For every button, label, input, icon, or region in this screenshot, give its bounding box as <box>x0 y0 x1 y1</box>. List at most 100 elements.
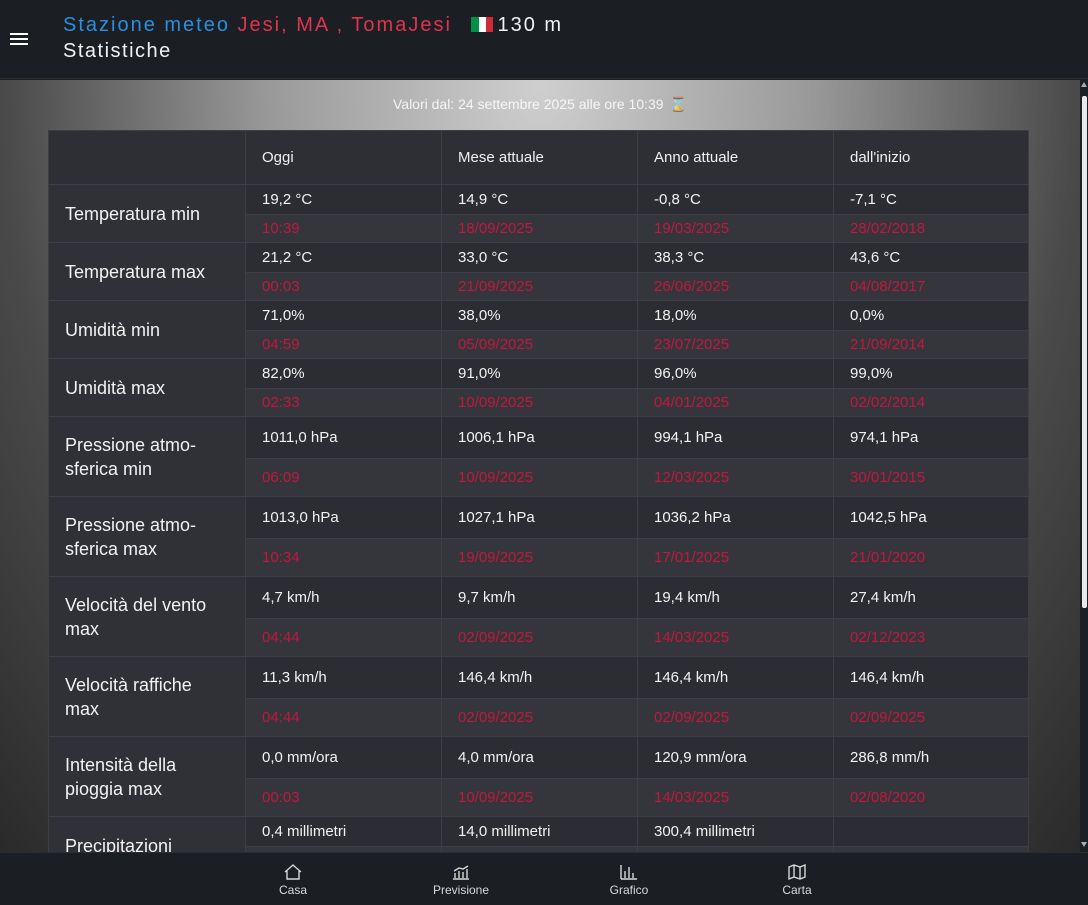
stat-date: 02/09/2025 <box>637 698 834 737</box>
since-info: Valori dal: 24 settembre 2025 alle ore 1… <box>0 96 1080 113</box>
stat-value: 38,3 °C <box>637 242 834 273</box>
row-label: Velocità raffiche max <box>48 656 246 737</box>
stat-value: 1013,0 hPa <box>245 496 442 539</box>
column-header: Anno attuale <box>637 130 834 185</box>
stat-date: 23/07/2025 <box>637 330 834 359</box>
stat-value: 14,9 °C <box>441 184 638 215</box>
stat-value: 0,0% <box>833 300 1029 331</box>
stat-date: 02:33 <box>245 388 442 417</box>
table-row-date: 04:44 02/09/2025 14/03/2025 02/12/2023 <box>49 618 1029 657</box>
stat-value: 146,4 km/h <box>637 656 834 699</box>
menu-icon[interactable] <box>8 28 32 52</box>
stat-value: 38,0% <box>441 300 638 331</box>
table-row: Intensità della pioggia max 0,0 mm/ora 4,0… <box>48 736 1029 817</box>
stat-date: 14/03/2025 <box>637 618 834 657</box>
stat-date: 02/09/2025 <box>441 698 638 737</box>
row-label: Pressione atmo-sferica min <box>48 416 246 497</box>
table-row-date: 04:44 02/09/2025 02/09/2025 02/09/2025 <box>49 698 1029 737</box>
stat-date: 02/09/2025 <box>833 698 1029 737</box>
column-header: Oggi <box>245 130 442 185</box>
stat-value: 146,4 km/h <box>833 656 1029 699</box>
stat-date: 00:03 <box>245 272 442 301</box>
stat-date: 12/03/2025 <box>637 458 834 497</box>
stat-value: 1036,2 hPa <box>637 496 834 539</box>
table-row: Umidità max 82,0% 91,0% 96,0% 99,0% <box>48 358 1029 417</box>
stat-value: 91,0% <box>441 358 638 389</box>
title-prefix: Stazione meteo <box>63 14 230 36</box>
stat-value: 33,0 °C <box>441 242 638 273</box>
stat-value: 120,9 mm/ora <box>637 736 834 779</box>
row-label: Umidità min <box>48 300 246 359</box>
stat-date: 19/03/2025 <box>637 214 834 243</box>
stat-date: 04:44 <box>245 698 442 737</box>
italy-flag-icon <box>471 15 494 32</box>
table-row-date: 10:34 19/09/2025 17/01/2025 21/01/2020 <box>49 538 1029 577</box>
table-row: Pressione atmo-sferica min 1011,0 hPa 1006… <box>48 416 1029 497</box>
stat-value: -0,8 °C <box>637 184 834 215</box>
stat-date: 30/01/2015 <box>833 458 1029 497</box>
home-icon <box>284 864 302 880</box>
stat-date: 10:34 <box>245 538 442 577</box>
since-text: Valori dal: 24 settembre 2025 alle ore 1… <box>392 96 664 112</box>
stat-date: 18/09/2025 <box>441 214 638 243</box>
row-label: Temperatura max <box>48 242 246 301</box>
stat-value: 27,4 km/h <box>833 576 1029 619</box>
table-row: Velocità del vento max 4,7 km/h 9,7 km/h 19… <box>48 576 1029 657</box>
stat-value: 71,0% <box>245 300 442 331</box>
stat-date: 04/01/2025 <box>637 388 834 417</box>
chart-icon <box>620 865 637 880</box>
stat-value: 300,4 millimetri <box>637 816 834 847</box>
row-label: Pressione atmo-sferica max <box>48 496 246 577</box>
stat-value: 146,4 km/h <box>441 656 638 699</box>
nav-label: Previsione <box>432 883 490 897</box>
table-row: Precipitazioni 0,4 millimetri 14,0 millime… <box>48 816 1029 875</box>
nav-label: Casa <box>278 883 307 897</box>
stat-value: -7,1 °C <box>833 184 1029 215</box>
stat-date: 05/09/2025 <box>441 330 638 359</box>
nav-map[interactable]: Carta <box>747 863 847 897</box>
stat-value: 1042,5 hPa <box>833 496 1029 539</box>
stat-value: 974,1 hPa <box>833 416 1029 459</box>
stat-value: 19,4 km/h <box>637 576 834 619</box>
table-row: Umidità min 71,0% 38,0% 18,0% 0,0% <box>48 300 1029 359</box>
stat-date: 14/03/2025 <box>637 778 834 817</box>
stat-value: 1027,1 hPa <box>441 496 638 539</box>
nav-label: Grafico <box>609 883 649 897</box>
stat-date: 10/09/2025 <box>441 778 638 817</box>
stat-value <box>833 816 1029 847</box>
hourglass-icon: ⌛ <box>669 96 688 112</box>
scroll-down-icon[interactable] <box>1081 842 1087 847</box>
stat-date: 02/09/2025 <box>441 618 638 657</box>
nav-chart[interactable]: Grafico <box>579 863 679 897</box>
stat-date: 19/09/2025 <box>441 538 638 577</box>
row-label: Intensità della pioggia max <box>48 736 246 817</box>
stat-value: 994,1 hPa <box>637 416 834 459</box>
stat-value: 4,7 km/h <box>245 576 442 619</box>
nav-home[interactable]: Casa <box>243 863 343 897</box>
statistics-table: Oggi Mese attuale Anno attuale dall'iniz… <box>48 130 1029 875</box>
scrollbar-thumb[interactable] <box>1082 96 1087 608</box>
stat-date: 17/01/2025 <box>637 538 834 577</box>
stat-value: 21,2 °C <box>245 242 442 273</box>
stat-date: 26/06/2025 <box>637 272 834 301</box>
stat-value: 96,0% <box>637 358 834 389</box>
row-label: Velocità del vento max <box>48 576 246 657</box>
scroll-up-icon[interactable] <box>1081 82 1087 87</box>
table-row: Pressione atmo-sferica max 1013,0 hPa 1027… <box>48 496 1029 577</box>
table-row-date: 10:39 18/09/2025 19/03/2025 28/02/2018 <box>49 214 1029 243</box>
page-title: Statistiche <box>63 40 172 62</box>
table-row: Temperatura max 21,2 °C 33,0 °C 38,3 °C 43,6… <box>48 242 1029 301</box>
stat-value: 19,2 °C <box>245 184 442 215</box>
stat-value: 0,0 mm/ora <box>245 736 442 779</box>
stat-date: 21/01/2020 <box>833 538 1029 577</box>
station-title: Stazione meteo Jesi, MA , TomaJesi 130 m <box>63 14 563 37</box>
nav-forecast[interactable]: Previsione <box>411 863 511 897</box>
stat-value: 99,0% <box>833 358 1029 389</box>
stat-date: 04/08/2017 <box>833 272 1029 301</box>
table-row-date: 04:59 05/09/2025 23/07/2025 21/09/2014 <box>49 330 1029 359</box>
forecast-icon <box>453 865 469 880</box>
nav-label: Carta <box>782 883 812 897</box>
stat-value: 11,3 km/h <box>245 656 442 699</box>
table-row-date: 06:09 10/09/2025 12/03/2025 30/01/2015 <box>49 458 1029 497</box>
row-label: Temperatura min <box>48 184 246 243</box>
